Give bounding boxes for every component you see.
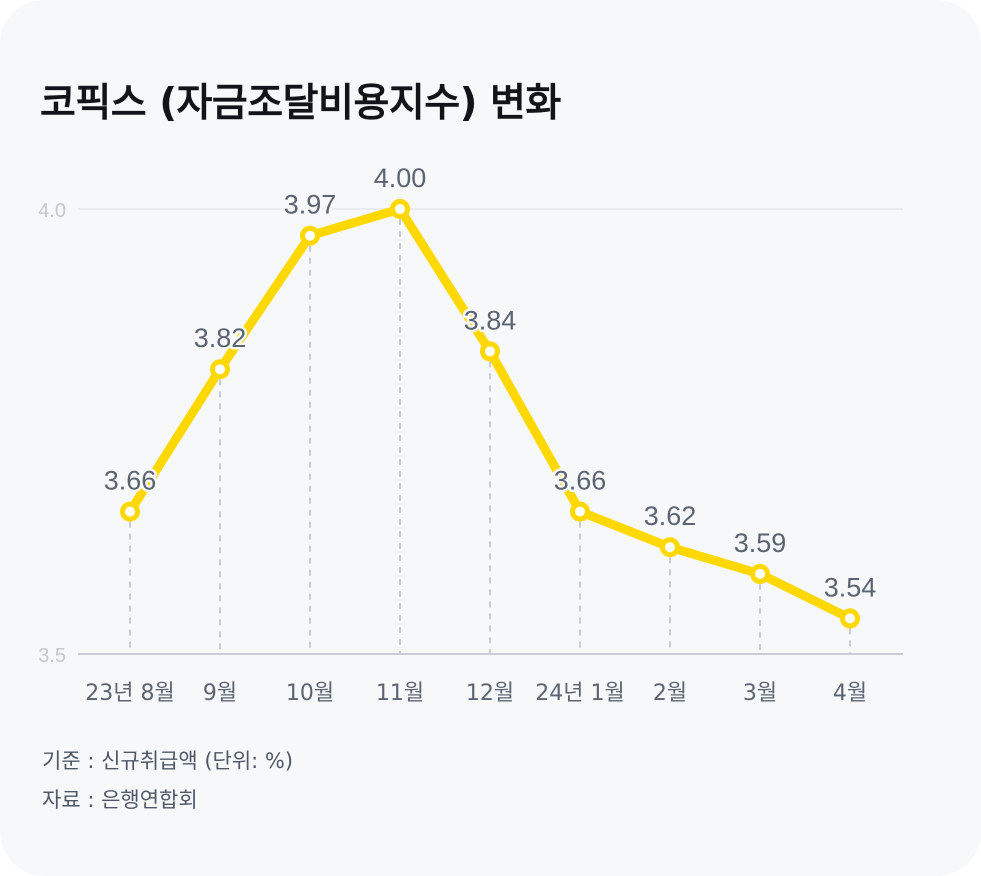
y-tick-label: 4.0 — [38, 200, 66, 222]
x-axis-labels: 23년 8월 9월 10월 11월 12월 24년 1월 2월 3월 4월 — [85, 681, 867, 706]
x-axis-label: 11월 — [376, 681, 424, 706]
x-axis-label: 4월 — [833, 681, 867, 706]
data-point-marker — [660, 537, 680, 558]
data-point-marker — [570, 501, 590, 522]
value-labels: 3.66 3.82 3.97 4.00 3.84 3.66 3.62 3.59 3.54 — [101, 161, 879, 605]
x-axis-label: 12월 — [466, 681, 514, 706]
x-axis-label: 2월 — [653, 681, 687, 706]
data-point-marker — [300, 225, 320, 246]
x-axis-label: 3월 — [743, 681, 777, 706]
basis-note: 기준 : 신규취급액 (단위: %) — [42, 749, 294, 773]
footnotes: 기준 : 신규취급액 (단위: %) 자료 : 은행연합회 — [42, 742, 293, 820]
data-point-marker — [750, 563, 770, 584]
data-point-marker — [390, 199, 410, 219]
y-tick-label: 3.5 — [38, 645, 66, 667]
y-axis-ticks: 3.5 4.0 — [38, 200, 66, 667]
series-line — [120, 199, 860, 629]
value-label: 3.66 — [554, 466, 607, 496]
value-label: 3.84 — [464, 305, 517, 335]
value-label: 3.97 — [284, 190, 337, 220]
value-label: 3.62 — [644, 501, 697, 531]
chart-title: 코픽스 (자금조달비용지수) 변화 — [40, 81, 561, 126]
data-point-marker — [480, 341, 500, 362]
x-axis-label: 9월 — [203, 681, 237, 706]
x-axis-label: 24년 1월 — [535, 681, 624, 706]
value-label: 3.54 — [824, 572, 877, 602]
source-note: 자료 : 은행연합회 — [42, 788, 198, 812]
value-label: 4.00 — [374, 163, 427, 193]
value-label: 3.59 — [734, 528, 787, 558]
x-axis-label: 23년 8월 — [85, 681, 174, 706]
data-point-marker — [840, 608, 860, 629]
value-label: 3.66 — [104, 466, 157, 496]
x-axis-label: 10월 — [286, 681, 334, 706]
value-label: 3.82 — [194, 323, 247, 353]
data-point-marker — [120, 501, 140, 522]
vertical-guide-lines — [129, 219, 851, 654]
data-point-marker — [210, 359, 230, 380]
